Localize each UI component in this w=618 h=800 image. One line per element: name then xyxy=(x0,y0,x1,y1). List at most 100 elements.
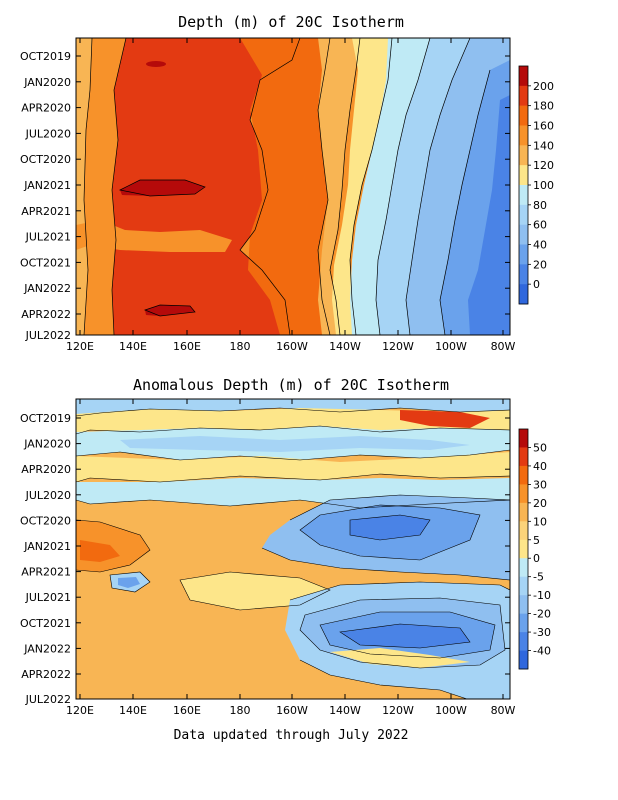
y-tick-label: JAN2021 xyxy=(23,179,71,192)
x-tick-label: 180 xyxy=(230,340,251,353)
x-tick-label: 140W xyxy=(329,704,361,717)
colorbar-label: 30 xyxy=(533,478,547,491)
colorbar-swatch xyxy=(519,558,528,577)
x-tick-label: 80W xyxy=(491,340,516,353)
colorbar-swatch xyxy=(519,650,528,670)
colorbar-swatch xyxy=(519,66,528,87)
y-tick-label: APR2022 xyxy=(21,668,71,681)
y-tick-label: OCT2019 xyxy=(20,412,71,425)
colorbar-label: 160 xyxy=(533,120,554,133)
colorbar-label: -10 xyxy=(533,589,551,602)
y-tick-label: JAN2021 xyxy=(23,540,71,553)
y-tick-label: JAN2022 xyxy=(23,282,71,295)
colorbar-label: -5 xyxy=(533,571,544,584)
y-tick-label: OCT2021 xyxy=(20,617,71,630)
colorbar-label: 200 xyxy=(533,80,554,93)
y-tick-label: JAN2020 xyxy=(23,438,71,451)
y-tick-label: OCT2019 xyxy=(20,50,71,63)
y-tick-label: JAN2020 xyxy=(23,76,71,89)
bottom-chart-title: Anomalous Depth (m) of 20C Isotherm xyxy=(133,376,449,394)
colorbar-swatch xyxy=(519,185,528,206)
y-tick-label: JUL2022 xyxy=(25,693,71,706)
colorbar-swatch xyxy=(519,539,528,559)
y-tick-label: JAN2022 xyxy=(23,642,71,655)
colorbar-swatch xyxy=(519,284,528,305)
colorbar-swatch xyxy=(519,204,528,225)
colorbar-swatch xyxy=(519,165,528,186)
colorbar-swatch xyxy=(519,85,528,106)
y-tick-label: JUL2021 xyxy=(25,231,71,244)
x-tick-label: 140E xyxy=(119,340,147,353)
x-tick-label: 120W xyxy=(382,340,414,353)
colorbar-swatch xyxy=(519,244,528,265)
colorbar-swatch xyxy=(519,145,528,166)
colorbar-label: 0 xyxy=(533,278,540,291)
y-tick-label: OCT2021 xyxy=(20,256,71,269)
colorbar-swatch xyxy=(519,484,528,504)
y-tick-label: APR2021 xyxy=(21,566,71,579)
colorbar-swatch xyxy=(519,595,528,614)
y-tick-label: JUL2022 xyxy=(25,329,71,342)
footer-note: Data updated through July 2022 xyxy=(174,728,409,743)
y-tick-label: APR2020 xyxy=(21,463,71,476)
y-tick-label: JUL2020 xyxy=(25,489,71,502)
colorbar-swatch xyxy=(519,465,528,485)
top-chart-field xyxy=(76,38,510,335)
colorbar-label: 10 xyxy=(533,515,547,528)
x-tick-label: 140E xyxy=(119,704,147,717)
colorbar-frame xyxy=(518,428,529,670)
colorbar-label: 20 xyxy=(533,497,547,510)
x-tick-label: 160E xyxy=(173,704,201,717)
colorbar-swatch xyxy=(519,224,528,245)
y-tick-label: OCT2020 xyxy=(20,514,71,527)
colorbar-label: 100 xyxy=(533,179,554,192)
y-tick-label: APR2020 xyxy=(21,102,71,115)
colorbar-swatch xyxy=(519,632,528,651)
x-tick-label: 180 xyxy=(230,704,251,717)
colorbar-label: -40 xyxy=(533,645,551,658)
x-tick-label: 120W xyxy=(382,704,414,717)
x-tick-label: 80W xyxy=(491,704,516,717)
colorbar-label: -30 xyxy=(533,626,551,639)
x-tick-label: 120E xyxy=(66,704,94,717)
colorbar-swatch xyxy=(519,502,528,522)
x-tick-label: 120E xyxy=(66,340,94,353)
y-tick-label: JUL2020 xyxy=(25,127,71,140)
colorbar-label: 40 xyxy=(533,239,547,252)
bottom-chart-frame xyxy=(75,398,511,700)
y-tick-label: JUL2021 xyxy=(25,591,71,604)
colorbar-label: 0 xyxy=(533,552,540,565)
colorbar-label: 50 xyxy=(533,441,547,454)
x-tick-label: 100W xyxy=(435,340,467,353)
bottom-chart-axes: 120E 140E 160E 180 160W 140W 120W 100W 80W OCT201… xyxy=(20,399,516,717)
y-tick-label: APR2021 xyxy=(21,205,71,218)
x-tick-label: 160W xyxy=(276,704,308,717)
colorbar-label: 60 xyxy=(533,219,547,232)
top-chart-axes: 120E 140E 160E 180 160W 140W 120W 100W 80W OCT201… xyxy=(20,38,516,353)
colorbar-swatch xyxy=(519,105,528,126)
colorbar-swatch xyxy=(519,447,528,467)
colorbar-swatch xyxy=(519,264,528,285)
colorbar-swatch xyxy=(519,613,528,633)
colorbar-label: 5 xyxy=(533,534,540,547)
bottom-chart-field xyxy=(76,399,510,699)
colorbar-label: 140 xyxy=(533,139,554,152)
colorbar-label: 120 xyxy=(533,159,554,172)
x-tick-label: 160E xyxy=(173,340,201,353)
top-chart-title: Depth (m) of 20C Isotherm xyxy=(178,13,404,31)
colorbar-label: -20 xyxy=(533,608,551,621)
colorbar-swatch xyxy=(519,521,528,541)
x-tick-label: 100W xyxy=(435,704,467,717)
y-tick-label: APR2022 xyxy=(21,308,71,321)
x-tick-label: 160W xyxy=(276,340,308,353)
colorbar-swatch xyxy=(519,125,528,146)
colorbar-swatch xyxy=(519,576,528,596)
colorbar-label: 180 xyxy=(533,100,554,113)
top-chart-frame xyxy=(75,37,511,336)
colorbar-label: 20 xyxy=(533,258,547,271)
colorbar-label: 80 xyxy=(533,199,547,212)
colorbar-swatch xyxy=(519,429,528,448)
